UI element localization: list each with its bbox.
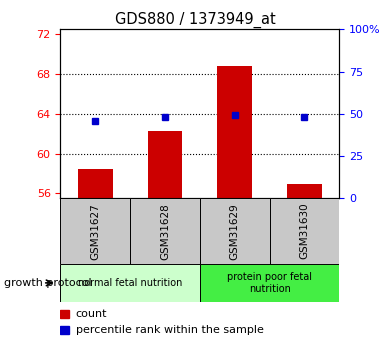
Text: growth protocol: growth protocol [4,278,92,288]
Bar [200,198,269,264]
Bar [130,198,200,264]
Text: GSM31627: GSM31627 [90,203,100,259]
Bar [200,264,339,302]
Bar [78,169,113,198]
Bar [217,66,252,198]
Text: GSM31628: GSM31628 [160,203,170,259]
Text: GSM31629: GSM31629 [230,203,240,259]
Text: GSM31630: GSM31630 [300,203,309,259]
Text: protein poor fetal
nutrition: protein poor fetal nutrition [227,272,312,294]
Text: percentile rank within the sample: percentile rank within the sample [76,325,264,335]
Bar [60,310,69,318]
Bar [269,198,339,264]
Bar [287,185,322,198]
Bar [60,198,130,264]
Text: count: count [76,309,107,319]
Bar [147,131,183,198]
Bar [60,326,69,334]
Text: GDS880 / 1373949_at: GDS880 / 1373949_at [115,12,275,28]
Text: normal fetal nutrition: normal fetal nutrition [78,278,183,288]
Bar [60,264,200,302]
